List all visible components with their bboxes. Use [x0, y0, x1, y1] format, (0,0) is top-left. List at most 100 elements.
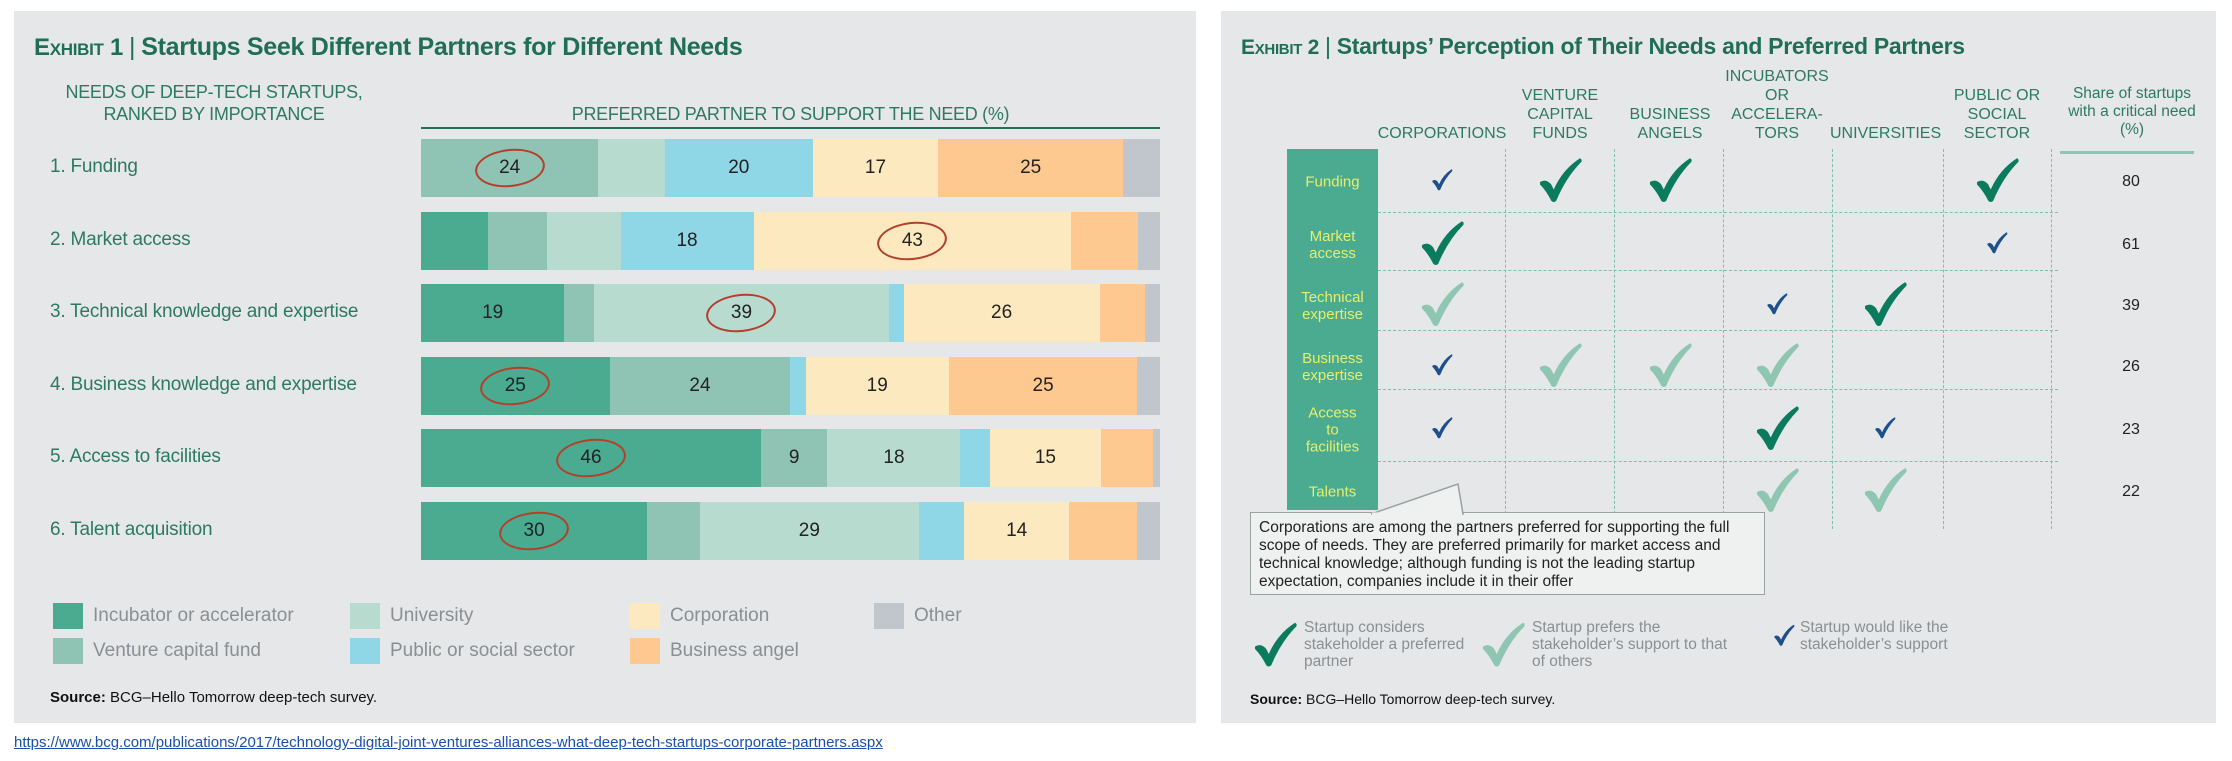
data-label: 18: [883, 447, 905, 468]
highlight-circle: [875, 217, 950, 264]
legend-item: Startup considers stakeholder a preferre…: [1250, 619, 1494, 673]
legend-label: Business angel: [670, 640, 799, 661]
legend-label: Other: [914, 605, 962, 626]
grid-line: [1378, 389, 2058, 390]
column-header: BUSINESS ANGELS: [1629, 106, 1711, 142]
legend-item: Corporation: [630, 603, 769, 629]
bar-segment: 26: [903, 284, 1100, 342]
legend-item: Startup would like the stakeholder’s sup…: [1772, 619, 1990, 653]
bar-segment: [1137, 501, 1160, 560]
bar-segment: [918, 501, 964, 560]
legend-item: Startup prefers the stakeholder’s suppor…: [1478, 619, 1742, 673]
legend-swatch: [630, 603, 660, 629]
bar-segment: [487, 211, 547, 270]
data-label: 18: [676, 229, 698, 251]
highlight-circle: [478, 362, 553, 409]
column-header: INCUBATORS OR ACCELERA- TORS: [1725, 68, 1829, 142]
data-label: 9: [788, 447, 800, 468]
legend-swatch: [630, 638, 660, 664]
source-url-link[interactable]: https://www.bcg.com/publications/2017/te…: [14, 734, 883, 751]
data-label: 24: [689, 374, 711, 396]
data-label: 29: [798, 519, 820, 541]
column-header: VENTURE CAPITAL FUNDS: [1521, 87, 1599, 142]
data-label: 17: [864, 157, 887, 178]
data-label: 26: [991, 302, 1013, 323]
blue-checkmark-icon: [1430, 168, 1454, 197]
dark-checkmark-icon: [1417, 218, 1467, 273]
share-value: 80: [2122, 173, 2140, 190]
bar-segment: 20: [664, 139, 813, 197]
legend-label: Venture capital fund: [93, 640, 261, 661]
bar-segment: 39: [594, 284, 889, 342]
legend-swatch: [53, 638, 83, 664]
dark-checkmark-icon: [1535, 155, 1585, 210]
grid-line: [1505, 149, 1506, 529]
exhibit-label: Exhibit 2: [1241, 36, 1319, 59]
bar-segment: [790, 356, 806, 415]
exhibit-2-panel: Exhibit 2 | Startups’ Perception of Their …: [1221, 11, 2216, 723]
legend-label: University: [390, 605, 474, 626]
stacked-bar: 46 9 18 15: [421, 429, 1160, 487]
data-label: 46: [580, 447, 602, 468]
bar-segment: [1144, 284, 1160, 342]
legend-swatch: [874, 603, 904, 629]
light-checkmark-icon: [1752, 465, 1802, 520]
highlight-circle: [497, 507, 571, 554]
bar-segment: [1099, 284, 1145, 342]
data-label: 25: [504, 374, 526, 396]
light-checkmark-icon: [1645, 340, 1695, 395]
exhibit-1-panel: Exhibit 1 | Startups Seek Different Partne…: [14, 11, 1196, 723]
header-rule: [421, 127, 1160, 129]
bar-segment: 24: [421, 139, 599, 197]
bar-segment: [598, 139, 665, 197]
grid-line: [1378, 270, 2058, 271]
column-header: CORPORATIONS: [1377, 125, 1507, 142]
callout-pointer: [1371, 483, 1464, 515]
grid-line: [1378, 461, 2058, 462]
share-value: 23: [2122, 421, 2140, 438]
legend-label: Startup would like the stakeholder’s sup…: [1800, 619, 1949, 653]
grid-line: [1943, 149, 1944, 529]
partner-header: PREFERRED PARTNER TO SUPPORT THE NEED (%…: [571, 104, 1010, 124]
blue-checkmark-icon: [1765, 292, 1789, 321]
bar-segment: 25: [948, 356, 1138, 415]
dark-checkmark-icon: [1645, 155, 1695, 210]
legend-swatch: [350, 603, 380, 629]
blue-checkmark-icon: [1430, 416, 1454, 445]
data-label: 25: [1032, 374, 1054, 396]
bar-segment: 18: [620, 211, 754, 270]
bar-segment: [960, 429, 990, 487]
light-checkmark-icon: [1417, 279, 1467, 334]
bar-segment: 17: [812, 139, 939, 197]
column-header: UNIVERSITIES: [1830, 125, 1942, 142]
share-value: 39: [2122, 297, 2140, 314]
row-label: 5. Access to facilities: [50, 446, 221, 467]
legend-item: Venture capital fund: [53, 638, 261, 664]
bar-segment: [421, 211, 488, 270]
legend-item: University: [350, 603, 473, 629]
highlight-circle: [472, 145, 547, 191]
column-header: PUBLIC OR SOCIAL SECTOR: [1953, 87, 2041, 142]
need-label: Talents: [1308, 483, 1357, 501]
grid-line: [1378, 212, 2058, 213]
light-checkmark-icon: [1535, 340, 1585, 395]
callout-box: Corporations are among the partners pref…: [1250, 512, 1765, 595]
data-label: 14: [1006, 519, 1028, 541]
legend-item: Incubator or accelerator: [53, 603, 294, 629]
share-header: Share of startups with a critical need (…: [2068, 85, 2196, 138]
legend-swatch: [350, 638, 380, 664]
stacked-bar: 30 29 14: [421, 501, 1160, 560]
blue-checkmark-icon: [1873, 416, 1897, 445]
highlight-circle: [554, 435, 628, 481]
legend-label: Corporation: [670, 605, 770, 626]
needs-column: Funding Market access Technical expertise B…: [1287, 149, 1378, 510]
blue-checkmark-icon: [1985, 231, 2009, 260]
source-note: Source: BCG–Hello Tomorrow deep-tech sur…: [1250, 691, 1556, 707]
legend-label: Incubator or accelerator: [93, 605, 294, 626]
data-label: 15: [1034, 447, 1056, 468]
bar-segment: 25: [938, 139, 1124, 197]
legend-item: Public or social sector: [350, 638, 575, 664]
legend-label: Startup considers stakeholder a preferre…: [1304, 619, 1465, 670]
data-label: 25: [1020, 157, 1042, 178]
data-label: 20: [728, 157, 750, 178]
